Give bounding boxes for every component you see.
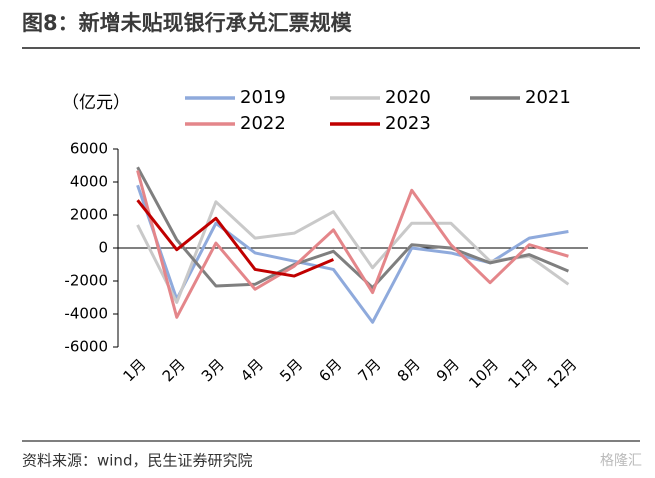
y-axis-label: （亿元） <box>62 93 130 113</box>
x-tick-label: 11月 <box>504 355 541 392</box>
x-tick-label: 2月 <box>159 355 189 385</box>
y-tick-label: 4000 <box>70 173 108 191</box>
x-tick-label: 9月 <box>433 355 463 385</box>
chart-title: 图8：新增未贴现银行承兑汇票规模 <box>22 11 353 35</box>
x-tick-label: 8月 <box>394 355 424 385</box>
y-tick-label: 6000 <box>70 140 108 158</box>
legend-label: 2020 <box>385 87 431 108</box>
series-line <box>136 170 569 319</box>
y-tick-label: -2000 <box>64 272 108 290</box>
x-tick-label: 12月 <box>544 355 581 392</box>
x-tick-label: 7月 <box>355 355 385 385</box>
legend-label: 2021 <box>525 87 571 108</box>
series-line <box>136 184 569 324</box>
y-tick-label: 0 <box>98 239 108 257</box>
x-tick-label: 5月 <box>276 355 306 385</box>
legend-label: 2023 <box>385 113 431 134</box>
y-tick-label: -4000 <box>64 305 108 323</box>
x-tick-label: 6月 <box>315 355 345 385</box>
x-tick-label: 3月 <box>198 355 228 385</box>
x-tick-label: 4月 <box>237 355 267 385</box>
series-line <box>136 166 569 290</box>
series-line <box>136 199 334 278</box>
watermark: 格隆汇 <box>600 453 642 469</box>
legend-label: 2022 <box>240 113 286 134</box>
y-tick-label: 2000 <box>70 206 108 224</box>
legend-label: 2019 <box>240 87 286 108</box>
source-note: 资料来源：wind，民生证券研究院 <box>22 452 252 470</box>
x-tick-label: 10月 <box>465 355 502 392</box>
x-tick-label: 1月 <box>120 355 150 385</box>
y-tick-label: -6000 <box>64 338 108 356</box>
